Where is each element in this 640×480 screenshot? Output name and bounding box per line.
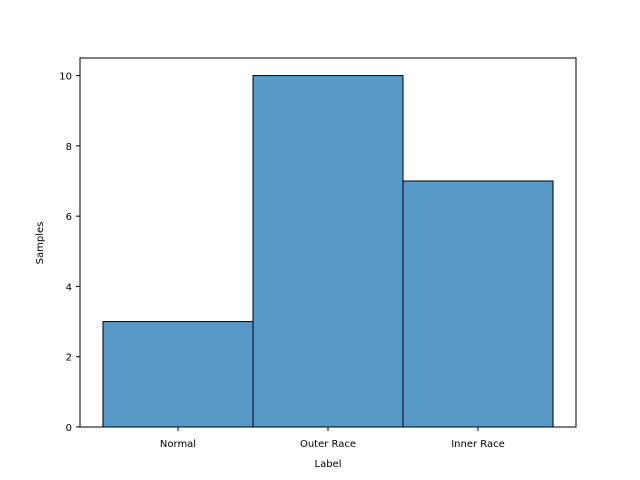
x-tick-label-normal: Normal [160,439,196,450]
y-tick-label-6: 6 [66,212,72,223]
y-tick-label-10: 10 [59,72,72,83]
x-tick-label-outer-race: Outer Race [300,439,356,450]
bars-group [102,75,554,428]
bar-outer-race [252,75,404,428]
x-axis-label: Label [315,459,342,470]
plot-frame [79,57,577,428]
bar-inner-race [402,180,554,428]
y-tick-label-4: 4 [66,282,72,293]
y-tick-label-2: 2 [66,353,72,364]
x-axis-ticks: Normal Outer Race Inner Race [160,427,505,450]
y-tick-label-0: 0 [66,423,72,434]
y-tick-label-8: 8 [66,142,72,153]
y-axis-ticks: 0 2 4 6 8 10 [59,72,80,434]
x-tick-label-inner-race: Inner Race [451,439,505,450]
bar-normal [102,321,254,428]
y-axis-label: Samples [35,222,46,265]
